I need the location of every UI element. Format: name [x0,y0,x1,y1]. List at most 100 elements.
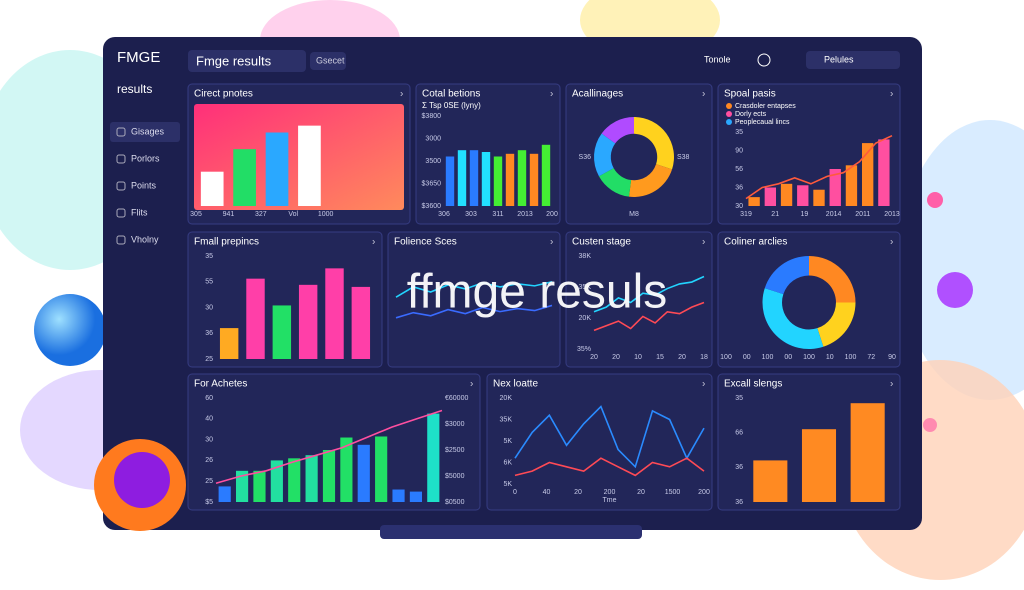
bar [753,460,788,502]
bar [298,125,321,206]
chevron[interactable]: › [702,89,705,100]
chevron[interactable]: › [890,89,893,100]
bar [409,491,423,502]
bar [219,328,239,359]
nav-icon [116,208,126,218]
nav-item[interactable]: Points [131,180,157,190]
bar [200,171,224,206]
bar [375,436,388,502]
donut-segment [764,256,809,295]
y-labels: 35K [579,284,592,291]
x-labels: 100 [803,354,815,361]
panel-title: Spoal pasis [724,89,776,100]
bar [233,149,256,206]
x-labels: 100 [720,354,732,361]
nav-item[interactable]: Porlors [131,153,160,163]
x-labels: 2013 [884,211,900,218]
donut-segment [598,168,632,197]
panel-title: Coliner arclies [724,237,787,248]
panel-bg [486,373,713,511]
y-labels: $3650 [422,180,442,187]
bar [322,450,336,502]
logo: FMGE [117,49,160,66]
chevron[interactable]: › [400,89,403,100]
donut-segment [762,288,824,349]
x-labels: 2011 [855,211,870,218]
y-labels: 36 [205,330,213,337]
chevron[interactable]: › [550,237,553,248]
line [593,275,705,313]
chevron[interactable]: › [372,237,375,248]
line [215,409,443,485]
bar [764,187,777,206]
info-icon[interactable] [757,53,771,67]
x-labels: 18 [700,354,708,361]
bar [529,153,539,206]
line [745,134,893,200]
y-labels: $5 [205,499,213,506]
bar [392,489,405,502]
y-labels: 60 [205,395,213,402]
legend-swatch [726,119,732,125]
bar [748,197,760,206]
legend-label: Dorly ects [735,111,767,118]
x-labels: 319 [740,211,752,218]
menu-text: Pelules [824,54,854,64]
y-labels: 35 [735,129,743,136]
chevron[interactable]: › [890,237,893,248]
nav-item[interactable]: Vholny [131,234,159,244]
panel: Acallinages › S36 S38 M8 [565,83,713,225]
bar [351,286,371,359]
chevron[interactable]: › [550,89,553,100]
y-labels: 36 [735,184,743,191]
x-labels: 90 [888,354,896,361]
nav-item[interactable]: Gisages [131,126,165,136]
y2-labels: $0500 [445,499,465,506]
y-labels: 38K [579,253,592,260]
toggle[interactable]: Tonole [704,54,731,64]
chevron[interactable]: › [702,237,705,248]
chevron[interactable]: › [702,379,705,390]
x-labels: 200 [698,489,710,496]
line [514,457,705,477]
stand [380,525,642,539]
line [395,304,553,319]
x-labels: 20 [612,354,620,361]
chevron[interactable]: › [470,379,473,390]
sidebar: FMGE results [117,49,160,96]
y-labels: 35K [500,416,513,423]
x-labels: 2013 [517,211,533,218]
nav-item[interactable]: Flits [131,207,148,217]
y-labels: 5K [503,481,512,488]
y-labels: 25 [205,478,213,485]
panel-title: Acallinages [572,89,623,100]
y-labels: 25 [205,356,213,363]
y2-labels: S38 [677,154,690,161]
x-labels: 1500 [665,489,681,496]
nav-icon [116,154,126,164]
x-labels: 100 [762,354,774,361]
panel-bg [387,231,561,368]
chevron[interactable]: › [890,379,893,390]
y-labels: 35 [735,395,743,402]
ring-decoration [94,439,186,531]
donut-segment [594,133,616,177]
y-labels: 30 [205,304,213,311]
panel-title: Excall slengs [724,379,782,390]
title-box [188,50,306,72]
bar [801,429,837,502]
x-labels: 21 [771,211,779,218]
x-labels: M8 [629,211,639,218]
bar [340,437,353,502]
panels: Cirect pnotes›Fmal AcplysCrilengethenel3… [187,83,901,511]
search[interactable] [310,52,346,70]
nav-active [110,122,180,142]
y-labels: 6K [503,459,512,466]
bar [265,132,289,206]
x-labels: Vol [288,211,298,218]
bar [288,458,301,502]
menu[interactable] [806,51,900,69]
